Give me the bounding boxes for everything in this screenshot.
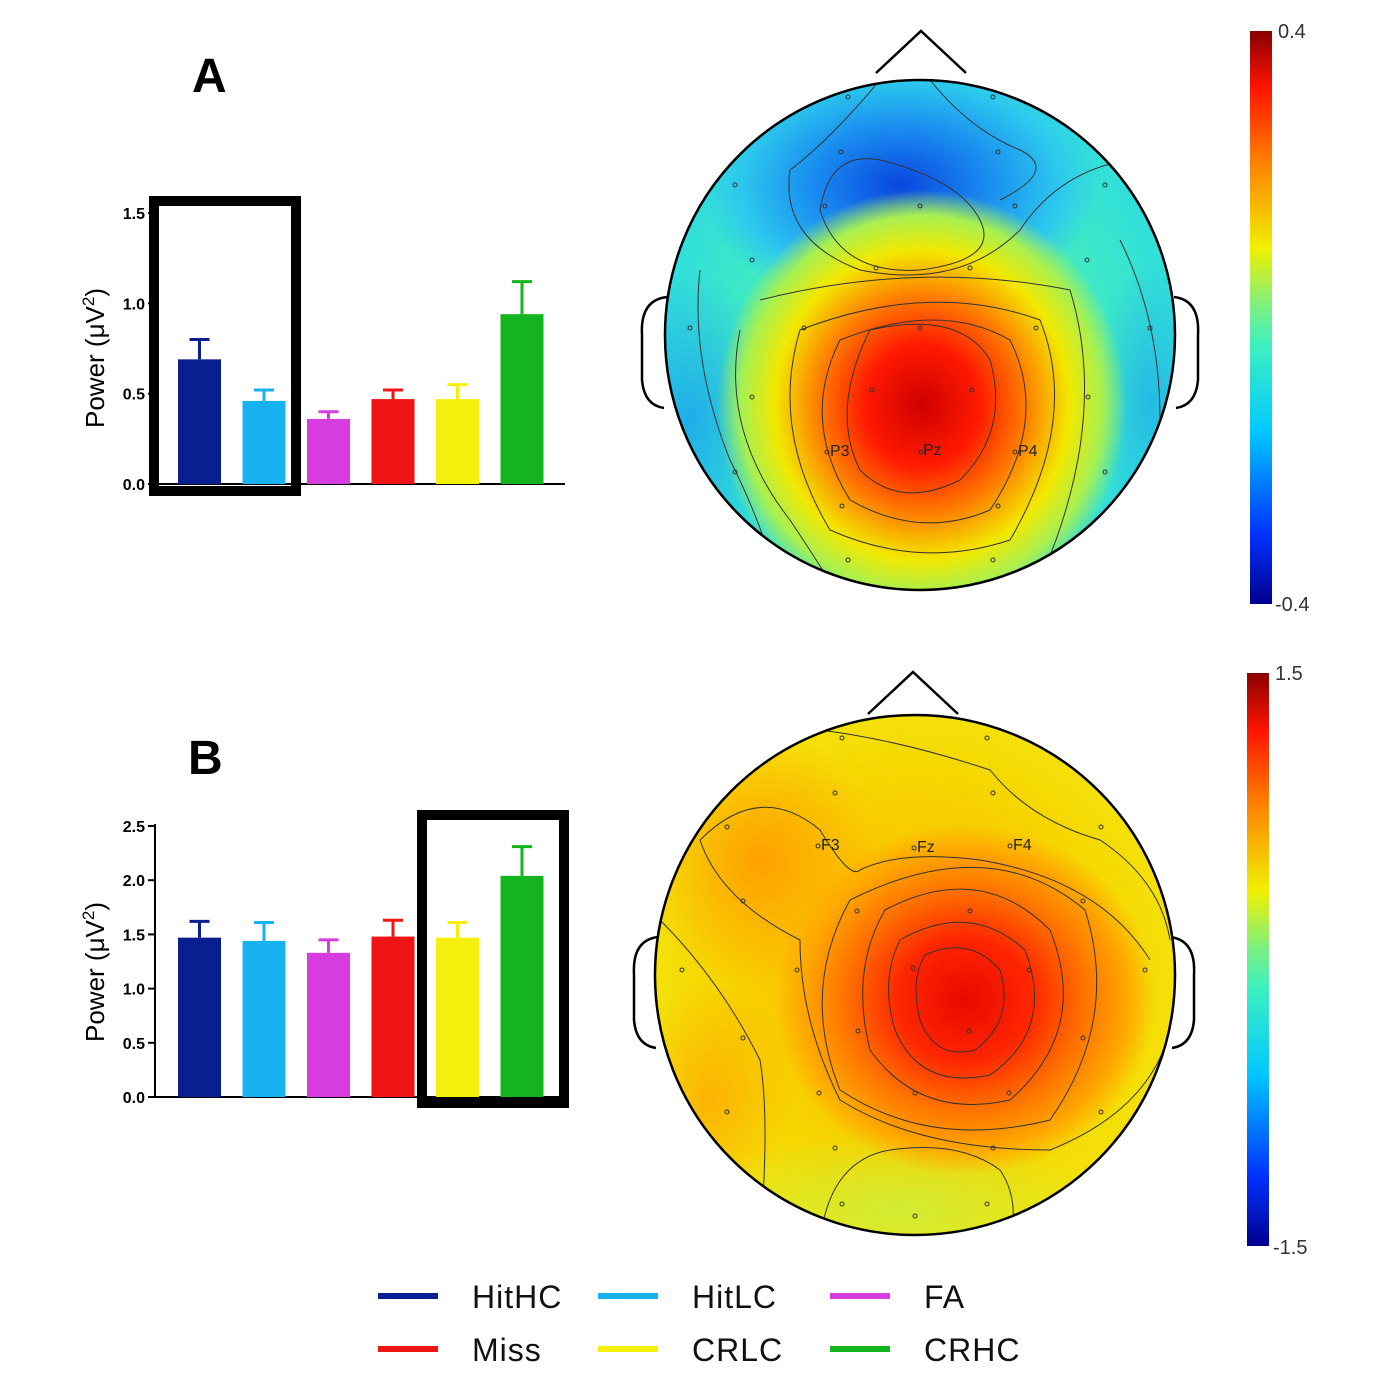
right-ear-b [1169,935,1196,1050]
bar-hitlc-a [242,400,286,484]
bar-fa-a [307,418,350,484]
y-tick-label-a: 0.0 [123,477,145,494]
bar-miss-a [371,399,415,484]
y-tick-label-b: 0.5 [123,1036,145,1053]
y-tick-label-b: 1.0 [123,982,145,999]
colorbar-a-max: 0.4 [1278,21,1306,43]
y-tick-label-b: 2.5 [123,819,145,836]
y-axis-label-a: Power (μV2) [79,288,110,428]
nose-a [875,29,967,74]
panel-letter-b: B [188,732,223,785]
colorbar-b [1247,673,1269,1246]
bar-chart-b: 0.0 0.5 1.0 1.5 2.0 2.5 [123,819,565,1107]
colorbar-b-min: -1.5 [1273,1237,1307,1259]
legend: HitHC HitLC FA Miss CRLC CRHC [378,1279,1020,1368]
bar-crlc-b [436,937,479,1097]
electrode-label-pz: Pz [923,442,942,459]
bar-hitlc-b [242,940,286,1097]
bar-fa-b [307,952,350,1097]
y-axis-label-b: Power (μV2) [79,902,110,1042]
y-tick-label-a: 1.5 [123,206,145,223]
legend-label-miss: Miss [472,1332,542,1368]
legend-label-crlc: CRLC [692,1332,783,1368]
legend-label-fa: FA [924,1279,965,1315]
topomap-a: P3 Pz P4 [640,29,1200,592]
y-tick-label-a: 0.5 [123,387,145,404]
electrode-label-fz: Fz [917,839,935,856]
colorbar-a-min: -0.4 [1275,594,1309,616]
electrode-label-f3: F3 [821,837,840,854]
bar-crlc-a [436,399,479,484]
colorbar-b-max: 1.5 [1275,663,1303,685]
bar-miss-b [371,936,415,1097]
panel-letter-a: A [192,50,227,103]
highlight-box-b [417,810,569,1108]
nose-b [867,670,959,715]
y-tick-label-b: 2.0 [123,873,145,890]
right-ear-a [1173,295,1200,410]
highlight-box-a [149,196,301,496]
y-tick-label-a: 1.0 [123,296,145,313]
head-outline-a [663,78,1177,592]
legend-label-hitlc: HitLC [692,1279,777,1315]
left-ear-a [640,295,668,410]
left-ear-b [632,935,659,1050]
legend-label-hithc: HitHC [472,1279,562,1315]
electrode-label-p3: P3 [830,443,850,460]
bar-crhc-b [500,875,544,1097]
bar-hithc-b [178,937,221,1097]
legend-label-crhc: CRHC [924,1332,1020,1368]
bar-chart-a: 0.0 0.5 1.0 1.5 [123,206,565,494]
topomap-b: F3 Fz F4 [632,670,1196,1237]
colorbar-a [1250,31,1272,604]
head-outline-b [653,713,1177,1237]
bar-crhc-a [500,314,544,484]
electrode-label-p4: P4 [1018,443,1038,460]
electrode-label-f4: F4 [1013,837,1032,854]
y-tick-label-b: 1.5 [123,927,145,944]
bar-hithc-a [178,359,221,484]
y-tick-label-b: 0.0 [123,1090,145,1107]
